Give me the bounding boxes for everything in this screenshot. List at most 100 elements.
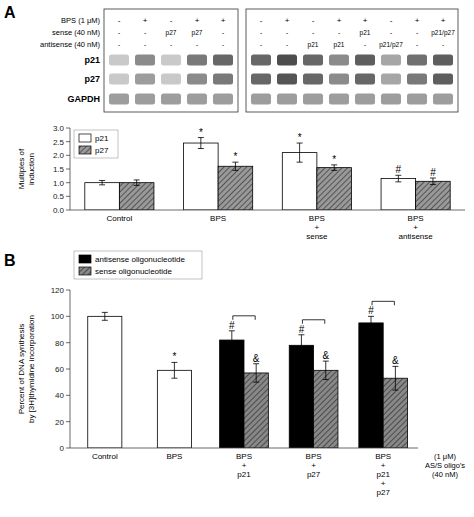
band-label: GAPDH [67,94,100,104]
y-tick-label: 0.5 [53,192,65,201]
bracket [372,301,394,305]
band [161,94,181,105]
condition-value: - [312,29,314,36]
y-tick-label: 40 [55,391,64,400]
bar [88,316,122,448]
error-bar [102,312,108,320]
condition-value: - [222,29,224,36]
error-bar [368,316,374,329]
text-line: p21 [237,470,251,479]
bar [317,168,352,210]
annotation: & [392,355,399,366]
band [407,74,427,85]
condition-value: - [416,41,418,48]
condition-label: antisense (40 nM) [40,40,101,49]
condition-value: - [416,29,418,36]
error-bar [198,138,204,149]
annotation: * [332,154,336,165]
legend: antisense oligonucleotide sense oligonucl… [74,251,202,279]
text-line: BPS [236,452,252,461]
condition-value: + [441,16,446,25]
legend-label: sense oligonucleotide [95,267,172,276]
legend-swatch [79,255,91,263]
condition-label: BPS (1 μM) [61,16,100,25]
x-label: (1 μM)AS/S oligo's(40 nM) [425,452,465,479]
y-tick [66,155,70,156]
band [251,94,271,105]
text-line: + [311,461,316,470]
y-tick [66,128,70,129]
y-tick-label: 3.0 [53,124,65,133]
band [303,94,323,105]
band [135,94,155,105]
condition-value: + [363,16,368,25]
condition-value: + [143,16,148,25]
text-line: sense [306,232,328,241]
band [109,55,129,66]
condition-value: - [286,41,288,48]
bar [244,373,268,448]
plot-area [85,138,450,210]
bar [184,143,219,210]
condition-value: - [118,41,120,48]
band [187,94,207,105]
y-tick-label: 120 [51,286,65,295]
text-line: Multiples of [17,148,26,189]
bar [220,340,244,448]
text-line: p27 [307,470,321,479]
band [381,74,401,85]
error-bar [232,162,238,170]
annotation: # [229,320,235,331]
error-bar [229,331,235,349]
condition-value: + [337,16,342,25]
y-tick-label: 1.5 [53,165,65,174]
band [251,55,271,66]
band [277,55,297,66]
text-line: (40 nM) [432,470,458,479]
annotation: * [199,127,203,138]
x-tick-label: BPS+p21+p27 [375,452,391,497]
band [381,55,401,66]
text-line: BPS [375,452,391,461]
legend-swatch [79,267,91,275]
band [355,55,375,66]
y-tick-label: 100 [51,312,65,321]
y-tick [66,290,70,291]
condition-value: - [118,29,120,36]
band [251,74,271,85]
y-tick-label: 1.0 [53,179,65,188]
x-tick-label: BPS+antisense [399,214,434,241]
bracket [233,316,255,320]
x-tick-label: BPS [166,452,182,461]
text-line: by [3H]thymidine incorporation [27,315,36,423]
condition-value: + [221,16,226,25]
condition-value: - [260,16,263,25]
text-line: BPS [306,452,322,461]
bar [381,179,416,210]
band [407,55,427,66]
condition-value: - [144,29,146,36]
condition-value: - [144,41,146,48]
legend-label: antisense oligonucleotide [95,255,185,264]
error-bar [298,335,304,356]
condition-value: p21 [334,41,345,49]
band-label: p27 [84,74,100,84]
bar [289,345,313,448]
x-tick-label: BPS [210,214,226,223]
condition-label: sense (40 nM) [52,28,100,37]
y-tick-label: 2.5 [53,138,65,147]
annotation: * [233,151,237,162]
error-bar [297,143,303,162]
legend-label: p27 [95,146,109,155]
condition-value: - [390,29,392,36]
x-tick-label: BPS+sense [306,214,328,241]
band [433,74,453,85]
annotation: # [368,305,374,316]
annotation: # [430,167,436,178]
y-tick-label: 0.0 [53,206,65,215]
annotation: * [298,132,302,143]
legend-frame [74,251,202,279]
x-axis [70,210,465,211]
band [303,55,323,66]
legend-frame [74,130,118,158]
